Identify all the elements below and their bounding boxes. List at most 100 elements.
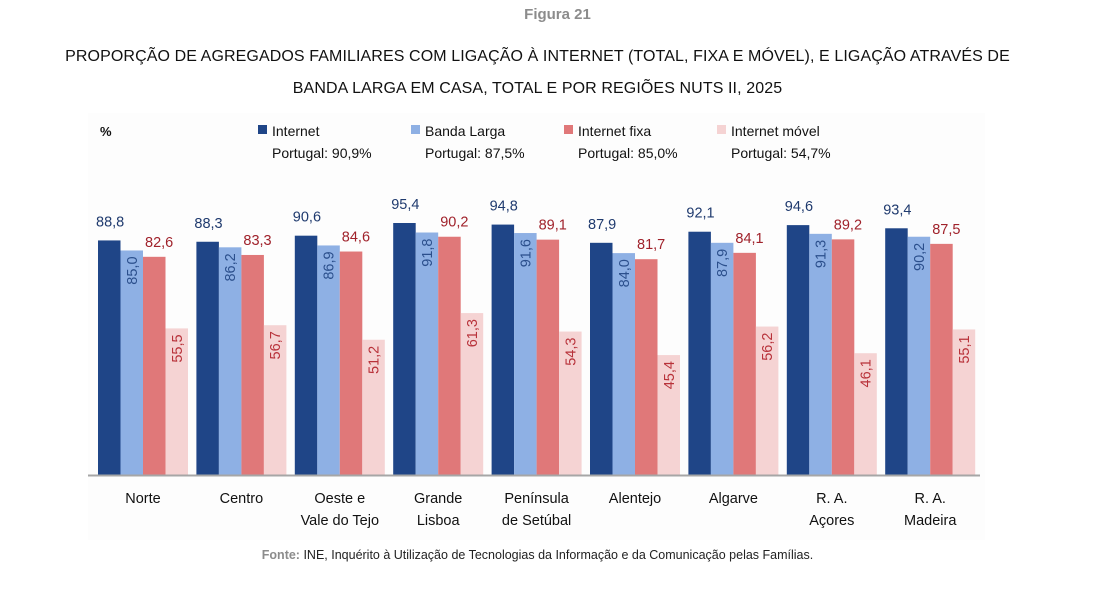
bar-1-8	[907, 236, 931, 475]
bar-2-5	[635, 259, 658, 475]
bar-1-3	[415, 232, 439, 475]
data-label-1-1: 86,2	[223, 253, 239, 281]
x-tick-label-2-1: Vale do Tejo	[301, 513, 379, 529]
bar-1-5	[612, 253, 635, 475]
x-tick-label-3-1: Lisboa	[417, 513, 461, 529]
x-tick-label-1-0: Centro	[220, 491, 264, 507]
bar-3-7	[854, 353, 877, 475]
data-label-0-2: 90,6	[293, 210, 321, 226]
x-tick-label-4-1: de Setúbal	[502, 513, 571, 529]
data-label-1-7: 91,3	[814, 240, 830, 268]
bar-2-0	[143, 256, 166, 475]
figure-label: Figura 21	[524, 6, 591, 23]
x-tick-label-3-0: Grande	[414, 491, 462, 507]
data-label-3-7: 46,1	[859, 359, 875, 387]
bar-0-8	[885, 228, 908, 475]
data-label-2-5: 81,7	[637, 237, 665, 253]
legend-swatch-3	[717, 125, 726, 134]
legend-label-0: Internet	[272, 123, 320, 139]
source-text: INE, Inquérito à Utilização de Tecnologi…	[303, 548, 814, 562]
data-label-2-4: 89,1	[539, 218, 567, 234]
bar-2-6	[733, 252, 756, 475]
bars-group	[98, 223, 976, 475]
bar-2-4	[536, 239, 560, 475]
x-tick-label-6-0: Algarve	[709, 491, 758, 507]
bar-0-4	[491, 224, 515, 475]
chart-title-line-1: PROPORÇÃO DE AGREGADOS FAMILIARES COM LI…	[65, 48, 1010, 65]
data-label-3-0: 55,5	[170, 334, 186, 362]
legend-swatch-1	[411, 125, 420, 134]
bar-3-0	[165, 328, 188, 475]
data-label-0-1: 88,3	[194, 216, 222, 232]
data-label-1-4: 91,6	[518, 239, 534, 267]
data-label-2-3: 90,2	[440, 215, 468, 231]
bar-1-2	[317, 245, 340, 475]
bar-3-6	[755, 326, 779, 475]
legend: Internet Portugal: 90,9% Banda Larga Portug…	[258, 123, 831, 161]
data-label-2-2: 84,6	[342, 230, 370, 246]
x-tick-labels: Norte Centro Oeste e Vale do Tejo Grande Lisb…	[125, 491, 957, 529]
bar-2-1	[241, 254, 264, 475]
x-tick-label-7-1: Açores	[809, 513, 854, 529]
bar-0-7	[786, 225, 810, 475]
bar-3-4	[559, 331, 582, 475]
source-label: Fonte:	[261, 548, 300, 562]
legend-label-3: Internet móvel	[731, 123, 820, 139]
data-label-0-5: 87,9	[588, 217, 616, 233]
data-label-3-8: 55,1	[957, 335, 973, 363]
data-label-0-7: 94,6	[785, 199, 813, 215]
data-label-0-6: 92,1	[686, 206, 714, 222]
legend-sublabel-3: Portugal: 54,7%	[731, 145, 831, 161]
data-label-0-3: 95,4	[391, 197, 419, 213]
legend-label-2: Internet fixa	[578, 123, 651, 139]
bar-2-2	[339, 251, 363, 475]
data-label-2-8: 87,5	[932, 222, 960, 238]
x-tick-label-7-0: R. A.	[816, 491, 847, 507]
data-label-0-0: 88,8	[96, 214, 124, 230]
bar-3-2	[362, 339, 385, 475]
legend-swatch-0	[258, 125, 267, 134]
bar-3-8	[952, 329, 976, 475]
bar-0-2	[294, 235, 318, 475]
bar-0-5	[590, 242, 613, 475]
bar-2-8	[930, 243, 953, 475]
x-tick-label-8-0: R. A.	[914, 491, 945, 507]
x-tick-label-8-1: Madeira	[904, 513, 957, 529]
bar-0-0	[98, 240, 121, 475]
data-label-3-5: 45,4	[662, 361, 678, 389]
bar-chart: % Internet Portugal: 90,9% Banda Larga Port…	[88, 123, 980, 529]
bar-2-3	[438, 236, 461, 475]
data-label-1-6: 87,9	[715, 249, 731, 277]
x-tick-label-2-0: Oeste e	[314, 491, 365, 507]
bar-1-1	[218, 247, 242, 475]
data-label-0-4: 94,8	[490, 199, 518, 215]
data-label-0-8: 93,4	[883, 202, 911, 218]
x-tick-label-4-0: Península	[504, 491, 569, 507]
legend-swatch-2	[564, 125, 573, 134]
chart-title-line-2: BANDA LARGA EM CASA, TOTAL E POR REGIÕES…	[292, 80, 783, 97]
legend-sublabel-1: Portugal: 87,5%	[425, 145, 525, 161]
data-label-1-2: 86,9	[322, 251, 338, 279]
legend-sublabel-0: Portugal: 90,9%	[272, 145, 372, 161]
bar-0-6	[688, 231, 711, 475]
data-label-2-1: 83,3	[243, 233, 271, 249]
source-note: Fonte: INE, Inquérito à Utilização de Te…	[0, 548, 1075, 562]
data-label-1-3: 91,8	[420, 239, 436, 267]
y-unit-label: %	[100, 124, 112, 139]
bar-0-1	[196, 241, 219, 475]
data-label-1-8: 90,2	[912, 243, 928, 271]
data-label-3-6: 56,2	[760, 333, 776, 361]
bar-1-0	[120, 250, 143, 475]
data-label-3-1: 56,7	[268, 331, 284, 359]
data-label-2-0: 82,6	[145, 235, 173, 251]
data-label-2-7: 89,2	[834, 217, 862, 233]
data-label-2-6: 84,1	[735, 231, 763, 247]
bar-1-6	[710, 242, 734, 475]
x-tick-label-0-0: Norte	[125, 491, 160, 507]
bar-0-3	[393, 223, 416, 475]
data-label-3-3: 61,3	[465, 319, 481, 347]
bar-2-7	[831, 239, 855, 475]
legend-sublabel-2: Portugal: 85,0%	[578, 145, 678, 161]
data-labels-group: 88,8 85,082,6 55,5 88,3 86,283,3 56,7 90,6 86,9…	[96, 197, 973, 389]
bar-1-4	[514, 233, 537, 475]
